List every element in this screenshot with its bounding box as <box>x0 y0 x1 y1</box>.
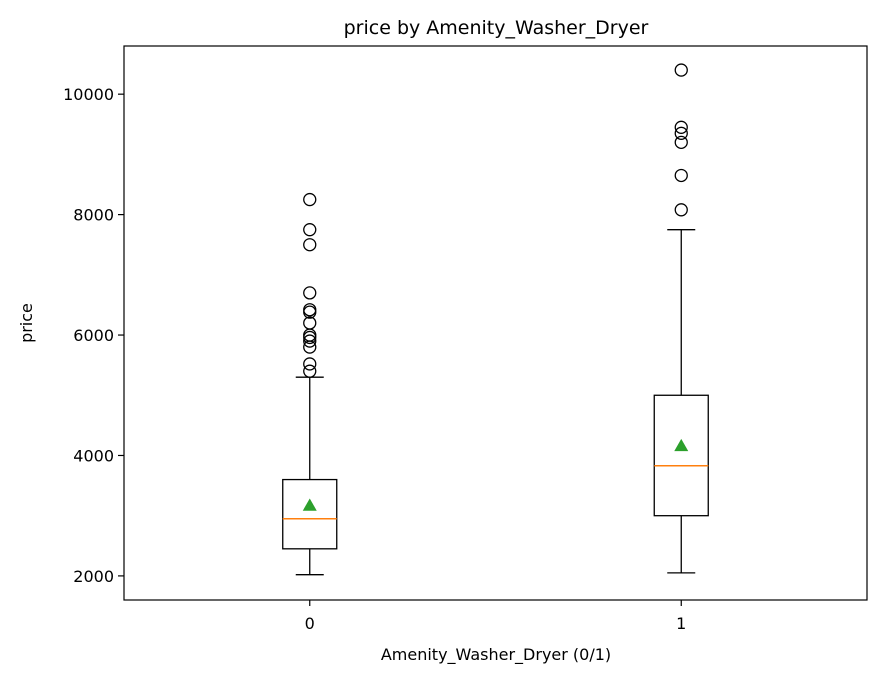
chart-title: price by Amenity_Washer_Dryer <box>344 17 649 39</box>
outlier-point <box>303 286 317 300</box>
x-axis-label: Amenity_Washer_Dryer (0/1) <box>381 645 611 665</box>
outlier-point <box>303 334 317 348</box>
outlier-point <box>303 192 317 207</box>
box-group-0 <box>282 192 338 576</box>
outlier-point <box>303 238 317 252</box>
outlier-point <box>674 63 688 77</box>
outlier-point <box>303 357 317 371</box>
x-tick-label: 1 <box>676 614 686 633</box>
y-tick-label: 4000 <box>73 446 114 465</box>
mean-marker <box>302 498 317 511</box>
axes-frame <box>123 45 868 601</box>
outlier-point <box>674 135 688 149</box>
outlier-point <box>674 120 688 134</box>
y-tick-label: 10000 <box>63 85 114 104</box>
iqr-box <box>282 478 338 550</box>
mean-marker <box>674 438 689 452</box>
y-tick-label: 6000 <box>73 326 114 345</box>
x-tick-label: 0 <box>305 614 315 633</box>
box-group-1 <box>653 63 709 574</box>
y-tick-label: 8000 <box>73 206 114 225</box>
outlier-point <box>303 303 317 317</box>
outlier-point <box>303 223 317 237</box>
outlier-point <box>674 126 688 140</box>
plot-area <box>282 63 709 576</box>
outlier-point <box>674 168 688 183</box>
outlier-point <box>303 316 317 330</box>
y-tick-label: 2000 <box>73 567 114 586</box>
outlier-point <box>303 364 317 378</box>
y-axis: 2000 4000 6000 8000 10000 <box>63 85 124 586</box>
outlier-point <box>674 203 688 217</box>
y-axis-label: price <box>17 303 36 343</box>
iqr-box <box>653 394 709 517</box>
